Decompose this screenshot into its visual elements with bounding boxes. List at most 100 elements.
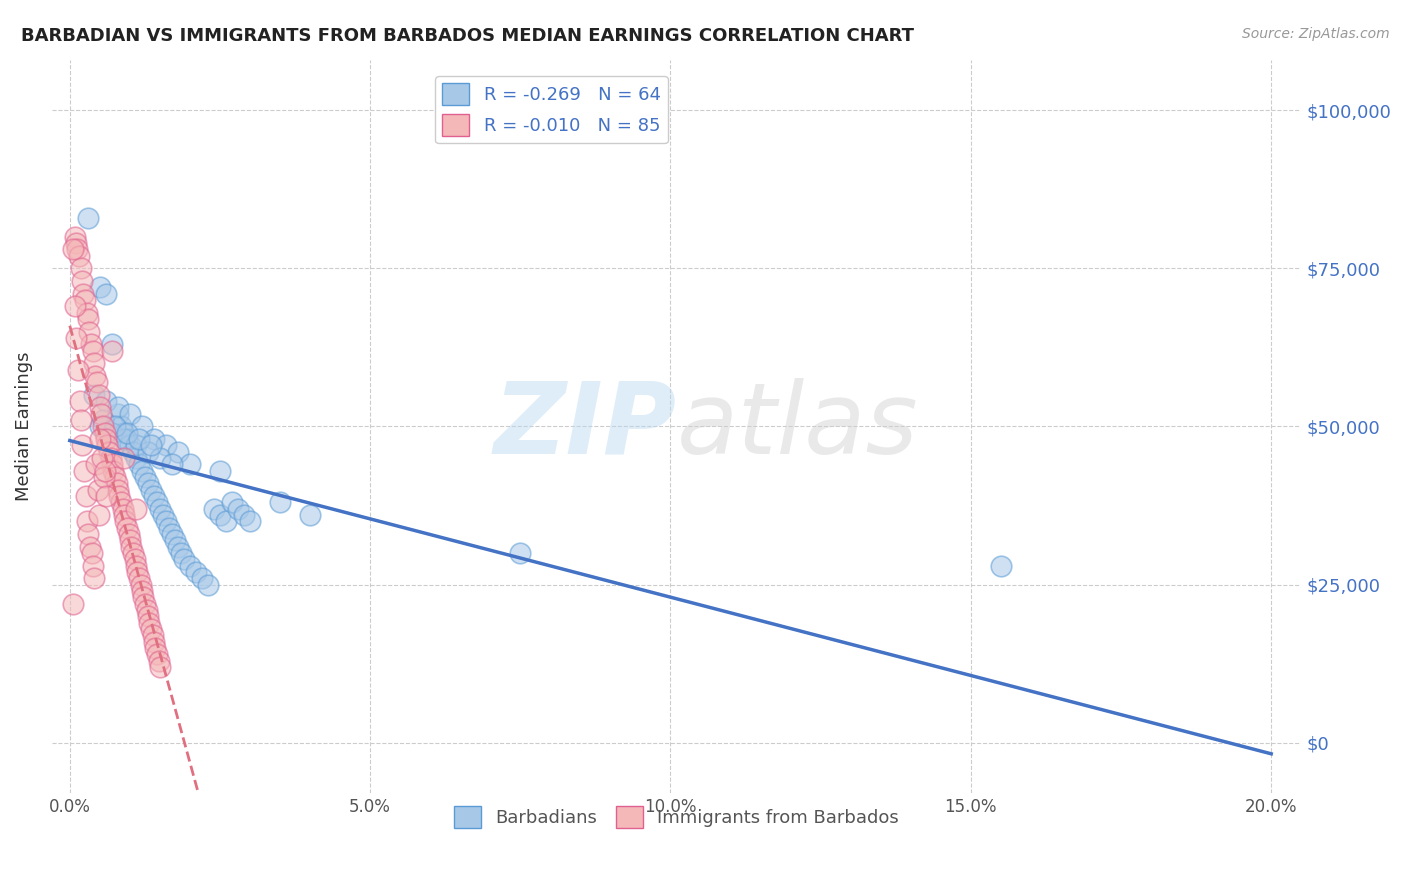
Point [94,464,117,478]
Point [167,540,190,554]
Point [509,546,531,560]
Point [90,407,112,421]
Point [72,438,94,452]
Point [112,508,135,522]
Point [197,577,219,591]
Point [118,438,141,452]
Point [114,514,136,528]
Point [84,458,107,472]
Point [112,451,135,466]
Point [136,609,159,624]
Point [173,552,195,566]
Point [115,425,138,440]
Point [120,540,142,554]
Point [65,235,87,250]
Text: BARBADIAN VS IMMIGRANTS FROM BARBADOS MEDIAN EARNINGS CORRELATION CHART: BARBADIAN VS IMMIGRANTS FROM BARBADOS ME… [21,27,914,45]
Point [118,407,141,421]
Point [179,458,201,472]
Point [108,489,131,503]
Point [142,634,165,648]
Point [96,438,118,452]
Point [134,470,156,484]
Point [63,299,86,313]
Point [208,464,231,478]
Text: atlas: atlas [676,378,918,475]
Point [107,483,129,497]
Point [76,514,98,528]
Point [125,438,148,452]
Point [93,425,115,440]
Point [135,603,157,617]
Point [107,401,129,415]
Point [131,419,153,434]
Point [82,343,104,358]
Legend: Barbadians, Immigrants from Barbados: Barbadians, Immigrants from Barbados [447,799,905,836]
Point [101,337,124,351]
Point [124,552,146,566]
Point [62,243,84,257]
Point [63,229,86,244]
Point [101,425,124,440]
Point [146,495,169,509]
Point [139,622,162,636]
Point [76,312,98,326]
Point [101,458,124,472]
Point [129,577,152,591]
Point [83,571,105,585]
Point [87,388,110,402]
Point [112,432,135,446]
Point [136,476,159,491]
Point [142,432,165,446]
Point [226,501,249,516]
Point [94,394,117,409]
Point [112,425,135,440]
Point [107,407,129,421]
Point [69,261,91,276]
Point [202,501,225,516]
Point [163,533,186,548]
Point [215,514,238,528]
Point [104,419,127,434]
Point [105,476,128,491]
Point [131,464,153,478]
Point [125,558,148,573]
Point [118,533,141,548]
Point [148,653,170,667]
Point [139,438,162,452]
Point [299,508,322,522]
Point [239,514,262,528]
Point [94,286,117,301]
Point [101,343,124,358]
Point [136,444,159,458]
Point [89,419,111,434]
Point [73,293,96,307]
Point [125,451,148,466]
Point [121,546,143,560]
Text: Source: ZipAtlas.com: Source: ZipAtlas.com [1241,27,1389,41]
Point [149,660,172,674]
Point [83,388,105,402]
Point [76,305,98,319]
Point [87,483,110,497]
Point [149,451,172,466]
Point [77,527,100,541]
Point [65,331,87,345]
Point [155,438,177,452]
Point [104,470,127,484]
Point [93,470,115,484]
Y-axis label: Median Earnings: Median Earnings [15,351,32,501]
Point [167,444,190,458]
Point [77,325,100,339]
Point [143,640,166,655]
Point [160,527,183,541]
Point [89,401,111,415]
Point [233,508,256,522]
Point [70,274,93,288]
Point [91,413,114,427]
Point [160,458,183,472]
Point [80,546,103,560]
Point [134,597,156,611]
Point [179,558,201,573]
Point [84,368,107,383]
Point [221,495,243,509]
